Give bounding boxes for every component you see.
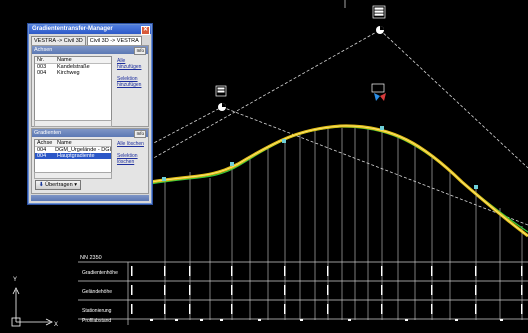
compass-icon <box>374 93 386 101</box>
axes-info-button[interactable]: Info <box>134 47 146 55</box>
vertex-symbols <box>218 26 384 111</box>
gradient-axis: 004 <box>37 153 47 159</box>
chevron-down-icon: ▾ <box>74 182 77 188</box>
gradient-vertices <box>162 126 478 189</box>
profile-row-label: Profilabstand <box>82 318 111 324</box>
station-verticals <box>164 128 523 320</box>
delete-selection-link[interactable]: Selektion löschen <box>117 153 138 165</box>
axes-section-title: Achsen <box>34 47 53 53</box>
axis-nr: 004 <box>37 70 47 76</box>
axes-panel: Achsen Info Nr. Name 003 Kandelstraße 00… <box>31 45 149 127</box>
gradients-list-header: Achse Name <box>35 140 111 147</box>
tab-vestra-to-civil3d[interactable]: VESTRA -> Civil 3D <box>31 36 86 45</box>
column-header: Achse <box>37 140 53 146</box>
gradient-name: DGM_Urgelände - DGI <box>55 147 111 153</box>
profile-row-label: Geländehöhe <box>82 289 112 295</box>
profile-band-table: NN 2350 Gradientenhöhe Geländehöhe Stati… <box>78 255 528 325</box>
alignment-lines <box>149 29 528 226</box>
gradient-axis: 004 <box>37 147 47 153</box>
terrain-line <box>149 126 528 233</box>
delete-all-link[interactable]: Alle löschen <box>117 141 144 147</box>
gradients-section-title: Gradienten <box>34 130 62 136</box>
svg-text:X: X <box>54 322 58 328</box>
axis-name: Kandelstraße <box>57 64 90 70</box>
profile-row-label: Gradientenhöhe <box>82 270 118 276</box>
list-item[interactable]: 004 Kirchweg <box>35 70 111 76</box>
transfer-button-label: Übertragen <box>45 182 73 188</box>
transfer-button[interactable]: ⬇ Übertragen ▾ <box>35 180 81 190</box>
gradients-info-button[interactable]: Info <box>134 130 146 138</box>
gradient-transfer-dialog: Gradiententransfer-Manager ✕ VESTRA -> C… <box>28 24 152 204</box>
tab-civil3d-to-vestra[interactable]: Civil 3D -> VESTRA <box>86 36 142 45</box>
column-header: Name <box>57 57 72 63</box>
gradients-section-header: Gradienten Info <box>32 129 148 138</box>
download-arrow-icon: ⬇ <box>39 182 44 188</box>
gradient-line <box>149 124 528 238</box>
list-item-selected[interactable]: 004 Hauptgradiente <box>35 153 111 159</box>
profile-row-label: Stationierung <box>82 308 112 314</box>
axis-name: Kirchweg <box>57 70 80 76</box>
list-item[interactable]: 004 DGM_Urgelände - DGI <box>35 147 111 153</box>
callout-markers <box>215 5 386 97</box>
ucs-axis-icon: Y X <box>11 277 58 328</box>
gradients-panel: Gradienten Info Achse Name 004 DGM_Urgel… <box>31 128 149 194</box>
column-header: Name <box>57 140 72 146</box>
axes-horizontal-scrollbar[interactable] <box>34 120 112 127</box>
column-header: Nr. <box>37 57 45 63</box>
svg-text:Y: Y <box>13 277 17 283</box>
dialog-titlebar[interactable]: Gradiententransfer-Manager ✕ <box>29 25 151 35</box>
close-icon[interactable]: ✕ <box>141 26 150 35</box>
dialog-title: Gradiententransfer-Manager <box>32 26 113 32</box>
dialog-bottom-bar <box>31 195 149 201</box>
axis-nr: 003 <box>37 64 47 70</box>
profile-table-header: NN 2350 <box>80 255 102 261</box>
tab-bar: VESTRA -> Civil 3D Civil 3D -> VESTRA <box>31 36 149 45</box>
list-item[interactable]: 003 Kandelstraße <box>35 64 111 70</box>
gradient-name: Hauptgradiente <box>57 153 95 159</box>
axes-section-header: Achsen Info <box>32 46 148 55</box>
axes-list[interactable]: Nr. Name 003 Kandelstraße 004 Kirchweg <box>34 56 112 121</box>
add-all-link[interactable]: Alle hinzufügen <box>117 58 142 70</box>
gradients-horizontal-scrollbar[interactable] <box>34 172 112 179</box>
gradients-list[interactable]: Achse Name 004 DGM_Urgelände - DGI 004 H… <box>34 139 112 173</box>
add-selection-link[interactable]: Selektion hinzufügen <box>117 76 142 88</box>
axes-list-header: Nr. Name <box>35 57 111 64</box>
